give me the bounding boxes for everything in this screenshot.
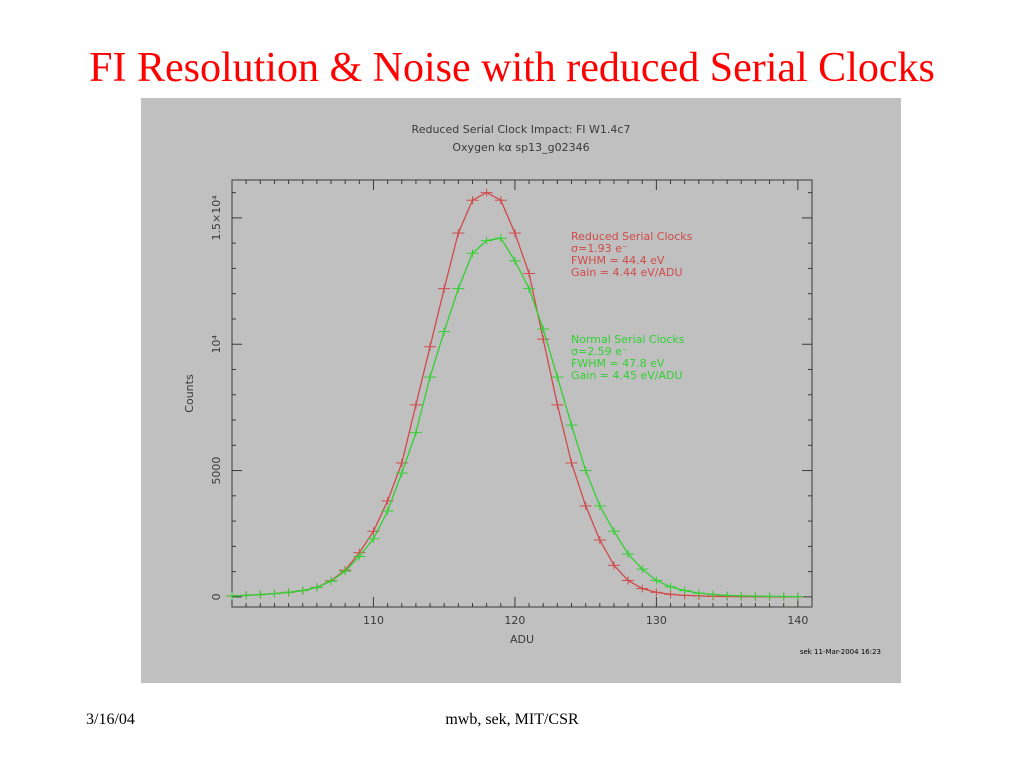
normal-annotation: σ=2.59 e⁻ [571, 345, 628, 358]
x-tick-label: 110 [363, 614, 384, 627]
plot-panel: Reduced Serial Clock Impact: FI W1.4c7 Ox… [141, 98, 901, 683]
slide-title: FI Resolution & Noise with reduced Seria… [89, 45, 935, 91]
footer-credit: mwb, sek, MIT/CSR [445, 711, 579, 728]
y-tick-label: 1.5×10⁴ [210, 195, 223, 241]
reduced-annotation: FWHM = 44.4 eV [571, 254, 665, 267]
normal-annotation: FWHM = 47.8 eV [571, 357, 665, 370]
chart-subtitle: Oxygen kα sp13_g02346 [452, 141, 589, 154]
series-line-normal [231, 237, 798, 598]
x-tick-label: 120 [504, 614, 525, 627]
plot-frame [231, 179, 813, 608]
chart-title: Reduced Serial Clock Impact: FI W1.4c7 [412, 123, 631, 136]
y-tick-label: 5000 [210, 457, 223, 485]
y-tick-label: 0 [210, 593, 223, 600]
x-axis-label: ADU [510, 633, 534, 646]
reduced-annotation: Reduced Serial Clocks [571, 230, 693, 243]
reduced-annotation: σ=1.93 e⁻ [571, 242, 628, 255]
normal-annotation: Gain = 4.45 eV/ADU [571, 369, 683, 382]
spectrum-plot: Reduced Serial Clock Impact: FI W1.4c7 Ox… [183, 123, 881, 656]
plot-timestamp: sek 11-Mar-2004 16:23 [800, 648, 881, 656]
reduced-annotation: Gain = 4.44 eV/ADU [571, 266, 683, 279]
x-tick-label: 130 [646, 614, 667, 627]
x-tick-label: 140 [787, 614, 808, 627]
y-axis-label: Counts [183, 374, 196, 413]
normal-annotation: Normal Serial Clocks [571, 333, 685, 346]
footer-date: 3/16/04 [86, 711, 135, 728]
y-tick-label: 10⁴ [210, 334, 223, 353]
series-line-reduced [231, 191, 798, 598]
